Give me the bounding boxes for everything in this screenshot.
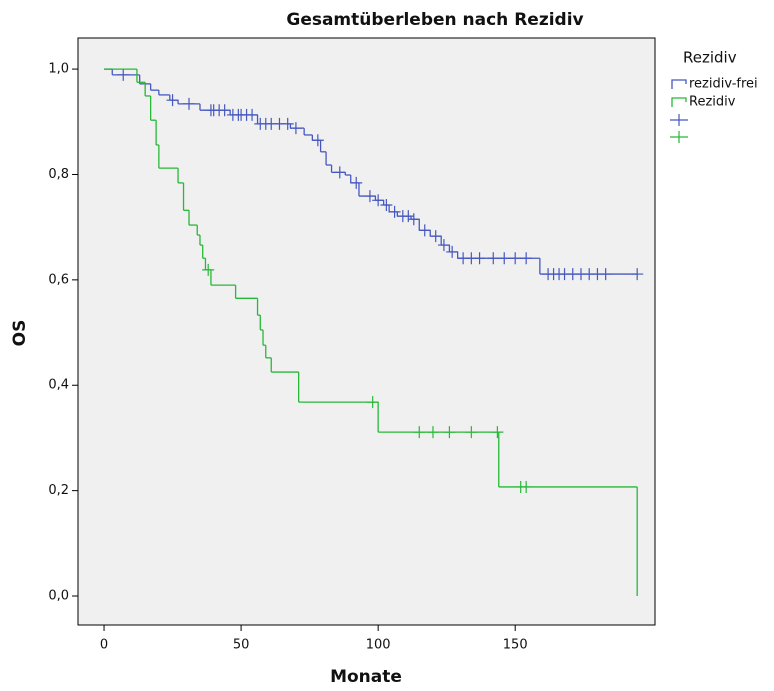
y-tick-label: 0,8 [48, 167, 69, 182]
censor-mark [407, 213, 420, 226]
censor-mark [520, 252, 533, 265]
censor-mark [218, 104, 231, 117]
censor-mark [509, 252, 522, 265]
censor-mark [413, 426, 426, 439]
censor-mark [443, 426, 456, 439]
censor-mark [418, 224, 431, 237]
x-axis-label: Monate [330, 667, 402, 687]
legend-label: Rezidiv [689, 95, 736, 110]
censor-mark [246, 108, 259, 121]
legend-line [671, 79, 687, 89]
censor-mark [281, 117, 294, 130]
censor-mark [446, 245, 459, 258]
censor-mark [465, 426, 478, 439]
y-tick-label: 0,4 [48, 378, 69, 393]
y-tick-label: 1,0 [48, 62, 69, 77]
y-tick-label: 0,0 [48, 589, 69, 604]
censor-mark [520, 480, 533, 493]
y-tick-label: 0,6 [48, 272, 69, 287]
x-tick-label: 50 [233, 638, 250, 653]
chart-title: Gesamtüberleben nach Rezidiv [286, 10, 583, 30]
censor-mark [166, 94, 179, 107]
censor-mark [289, 122, 302, 135]
plot-area [77, 37, 656, 626]
x-tick-label: 150 [503, 638, 528, 653]
censor-mark [473, 252, 486, 265]
censor-mark [372, 194, 385, 207]
censor-mark [380, 199, 393, 212]
legend-censor [670, 131, 688, 143]
censor-mark [402, 210, 415, 223]
censor-mark [426, 426, 439, 439]
y-tick-label: 0,2 [48, 483, 69, 498]
censor-mark [117, 68, 130, 81]
censor-mark [429, 230, 442, 243]
x-tick-label: 100 [366, 638, 391, 653]
censor-mark [350, 176, 363, 189]
legend-title: Rezidiv [683, 49, 737, 67]
censor-mark [363, 190, 376, 203]
y-axis-label: OS [10, 320, 30, 347]
censor-mark [202, 263, 215, 276]
censor-mark [599, 268, 612, 281]
censor-mark [333, 166, 346, 179]
censor-mark [631, 268, 644, 281]
legend-censor [670, 114, 688, 126]
censor-mark [183, 97, 196, 110]
censor-mark [498, 252, 511, 265]
censor-mark [487, 252, 500, 265]
censor-mark [311, 134, 324, 147]
censor-mark [388, 205, 401, 218]
legend-label: rezidiv-frei [689, 77, 758, 92]
x-tick-label: 0 [100, 638, 108, 653]
censor-mark [437, 239, 450, 252]
censor-mark [491, 426, 504, 439]
legend-line [671, 97, 687, 107]
censor-mark [366, 396, 379, 409]
